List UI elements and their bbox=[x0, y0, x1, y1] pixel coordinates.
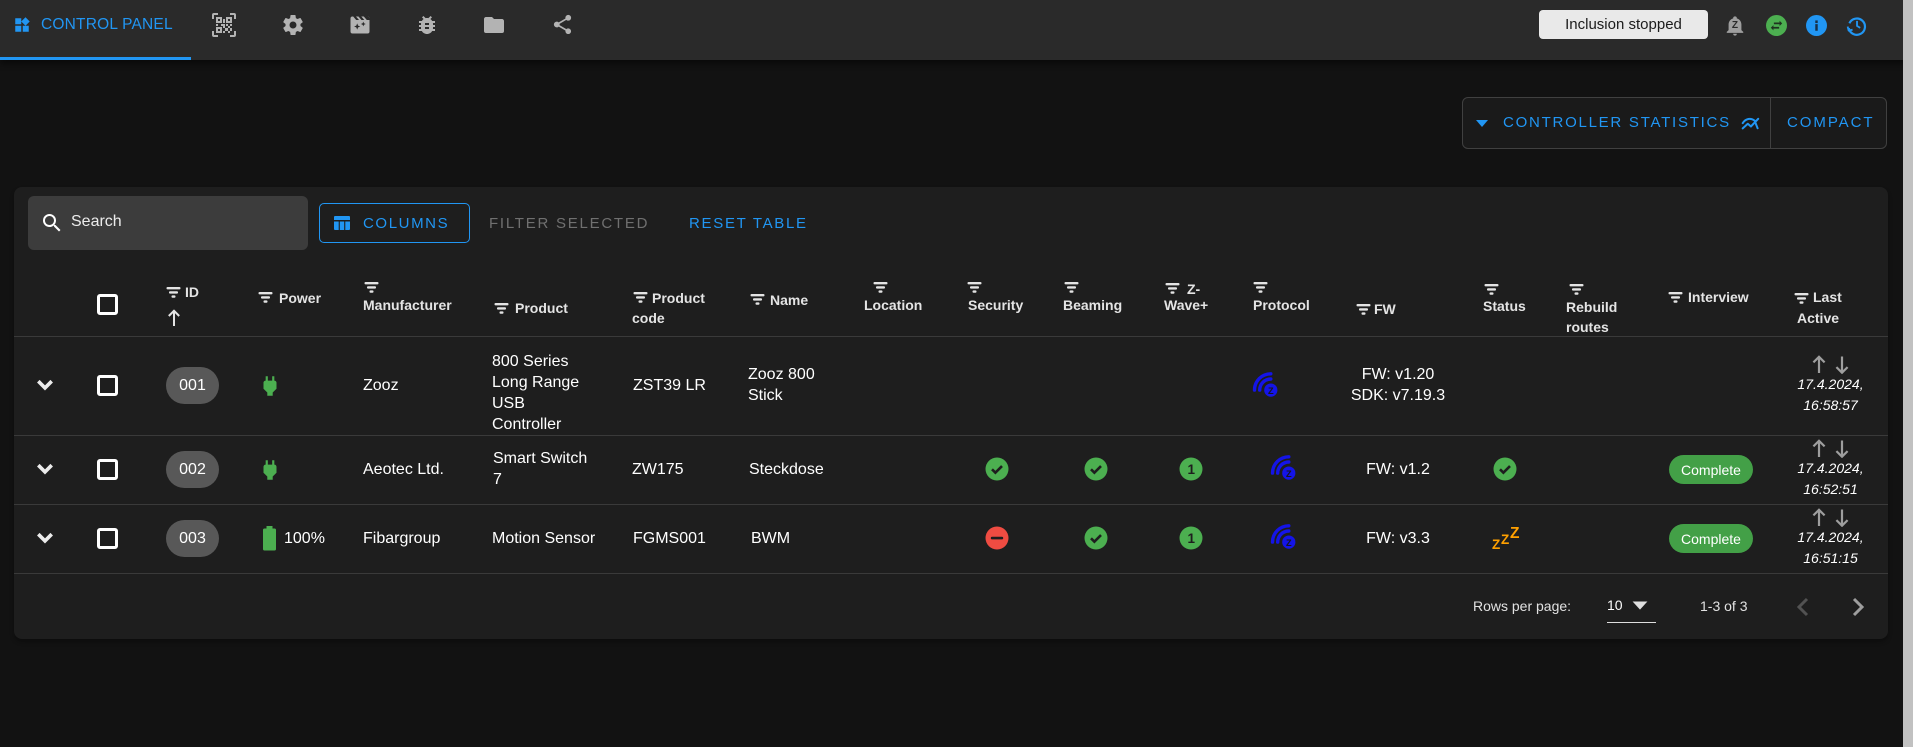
svg-text:Z: Z bbox=[1732, 20, 1738, 31]
